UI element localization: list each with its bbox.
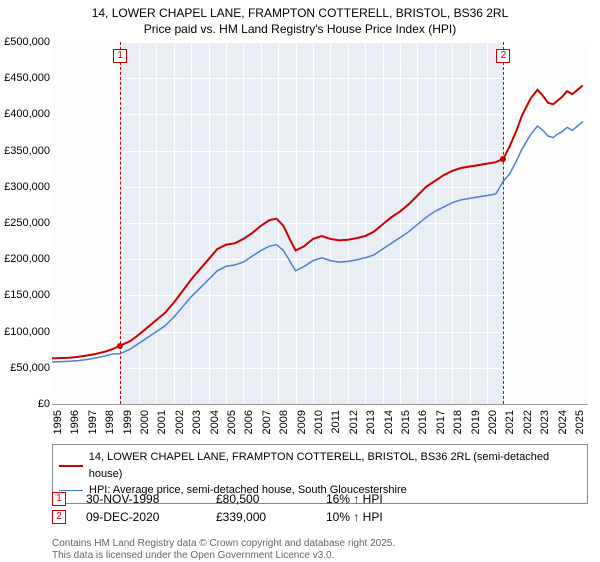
sale-row: 2 09-DEC-2020 £339,000 10% ↑ HPI: [52, 510, 588, 524]
x-tick-label: 2017: [435, 410, 447, 450]
x-tick-label: 1997: [87, 410, 99, 450]
x-tick-label: 2005: [226, 410, 238, 450]
x-tick-label: 2007: [261, 410, 273, 450]
x-tick-label: 2023: [539, 410, 551, 450]
sale-row-marker: 2: [52, 510, 66, 524]
x-tick-label: 2016: [417, 410, 429, 450]
x-tick-label: 2001: [156, 410, 168, 450]
x-tick-label: 2014: [383, 410, 395, 450]
y-tick-label: £50,000: [2, 362, 50, 374]
x-tick-label: 2021: [504, 410, 516, 450]
y-tick-label: £150,000: [2, 289, 50, 301]
sale-delta: 10% ↑ HPI: [326, 510, 383, 524]
x-tick-label: 2009: [296, 410, 308, 450]
legend-label: 14, LOWER CHAPEL LANE, FRAMPTON COTTEREL…: [89, 449, 581, 482]
sale-date: 09-DEC-2020: [86, 510, 196, 524]
sale-row: 1 30-NOV-1998 £80,500 16% ↑ HPI: [52, 492, 588, 506]
x-tick-label: 2019: [470, 410, 482, 450]
attribution-line-2: This data is licensed under the Open Gov…: [52, 550, 395, 562]
x-tick-label: 2013: [365, 410, 377, 450]
sale-date: 30-NOV-1998: [86, 492, 196, 506]
x-tick-label: 2022: [522, 410, 534, 450]
y-tick-label: £200,000: [2, 253, 50, 265]
sale-price: £339,000: [216, 510, 306, 524]
y-tick-label: £100,000: [2, 326, 50, 338]
x-tick-label: 2020: [487, 410, 499, 450]
chart-title-block: 14, LOWER CHAPEL LANE, FRAMPTON COTTEREL…: [0, 0, 600, 37]
y-tick-label: £0: [2, 398, 50, 410]
attribution: Contains HM Land Registry data © Crown c…: [52, 538, 395, 562]
y-tick-label: £350,000: [2, 145, 50, 157]
y-tick-label: £300,000: [2, 181, 50, 193]
title-line-1: 14, LOWER CHAPEL LANE, FRAMPTON COTTEREL…: [0, 6, 600, 22]
x-tick-label: 2024: [557, 410, 569, 450]
x-tick-label: 2004: [209, 410, 221, 450]
sale-price: £80,500: [216, 492, 306, 506]
y-tick-label: £500,000: [2, 36, 50, 48]
x-tick-label: 2018: [452, 410, 464, 450]
x-tick-label: 2008: [278, 410, 290, 450]
baseline: [52, 404, 588, 405]
legend-swatch: [59, 465, 83, 467]
sale-row-marker: 1: [52, 492, 66, 506]
x-tick-label: 2015: [400, 410, 412, 450]
attribution-line-1: Contains HM Land Registry data © Crown c…: [52, 538, 395, 550]
legend-swatch: [59, 490, 83, 492]
x-tick-label: 1995: [52, 410, 64, 450]
title-line-2: Price paid vs. HM Land Registry's House …: [0, 22, 600, 38]
x-tick-label: 2003: [191, 410, 203, 450]
sale-dot: [500, 156, 506, 162]
x-tick-label: 2010: [313, 410, 325, 450]
x-tick-label: 2000: [139, 410, 151, 450]
price-line: [52, 85, 583, 358]
x-tick-label: 1998: [104, 410, 116, 450]
legend-row: 14, LOWER CHAPEL LANE, FRAMPTON COTTEREL…: [59, 449, 581, 482]
sale-rows: 1 30-NOV-1998 £80,500 16% ↑ HPI 2 09-DEC-2020…: [52, 492, 588, 528]
x-tick-label: 2012: [348, 410, 360, 450]
y-tick-label: £400,000: [2, 108, 50, 120]
y-tick-label: £250,000: [2, 217, 50, 229]
x-tick-label: 1999: [122, 410, 134, 450]
x-tick-label: 2025: [574, 410, 586, 450]
x-tick-label: 2011: [330, 410, 342, 450]
x-tick-label: 1996: [69, 410, 81, 450]
sale-delta: 16% ↑ HPI: [326, 492, 383, 506]
sale-marker-square: 1: [113, 49, 127, 63]
x-tick-label: 2002: [174, 410, 186, 450]
x-tick-label: 2006: [243, 410, 255, 450]
sale-marker-square: 2: [496, 49, 510, 63]
chart-svg: [52, 42, 588, 404]
y-tick-label: £450,000: [2, 72, 50, 84]
chart-area: 12: [52, 42, 588, 404]
sale-dot: [117, 343, 123, 349]
